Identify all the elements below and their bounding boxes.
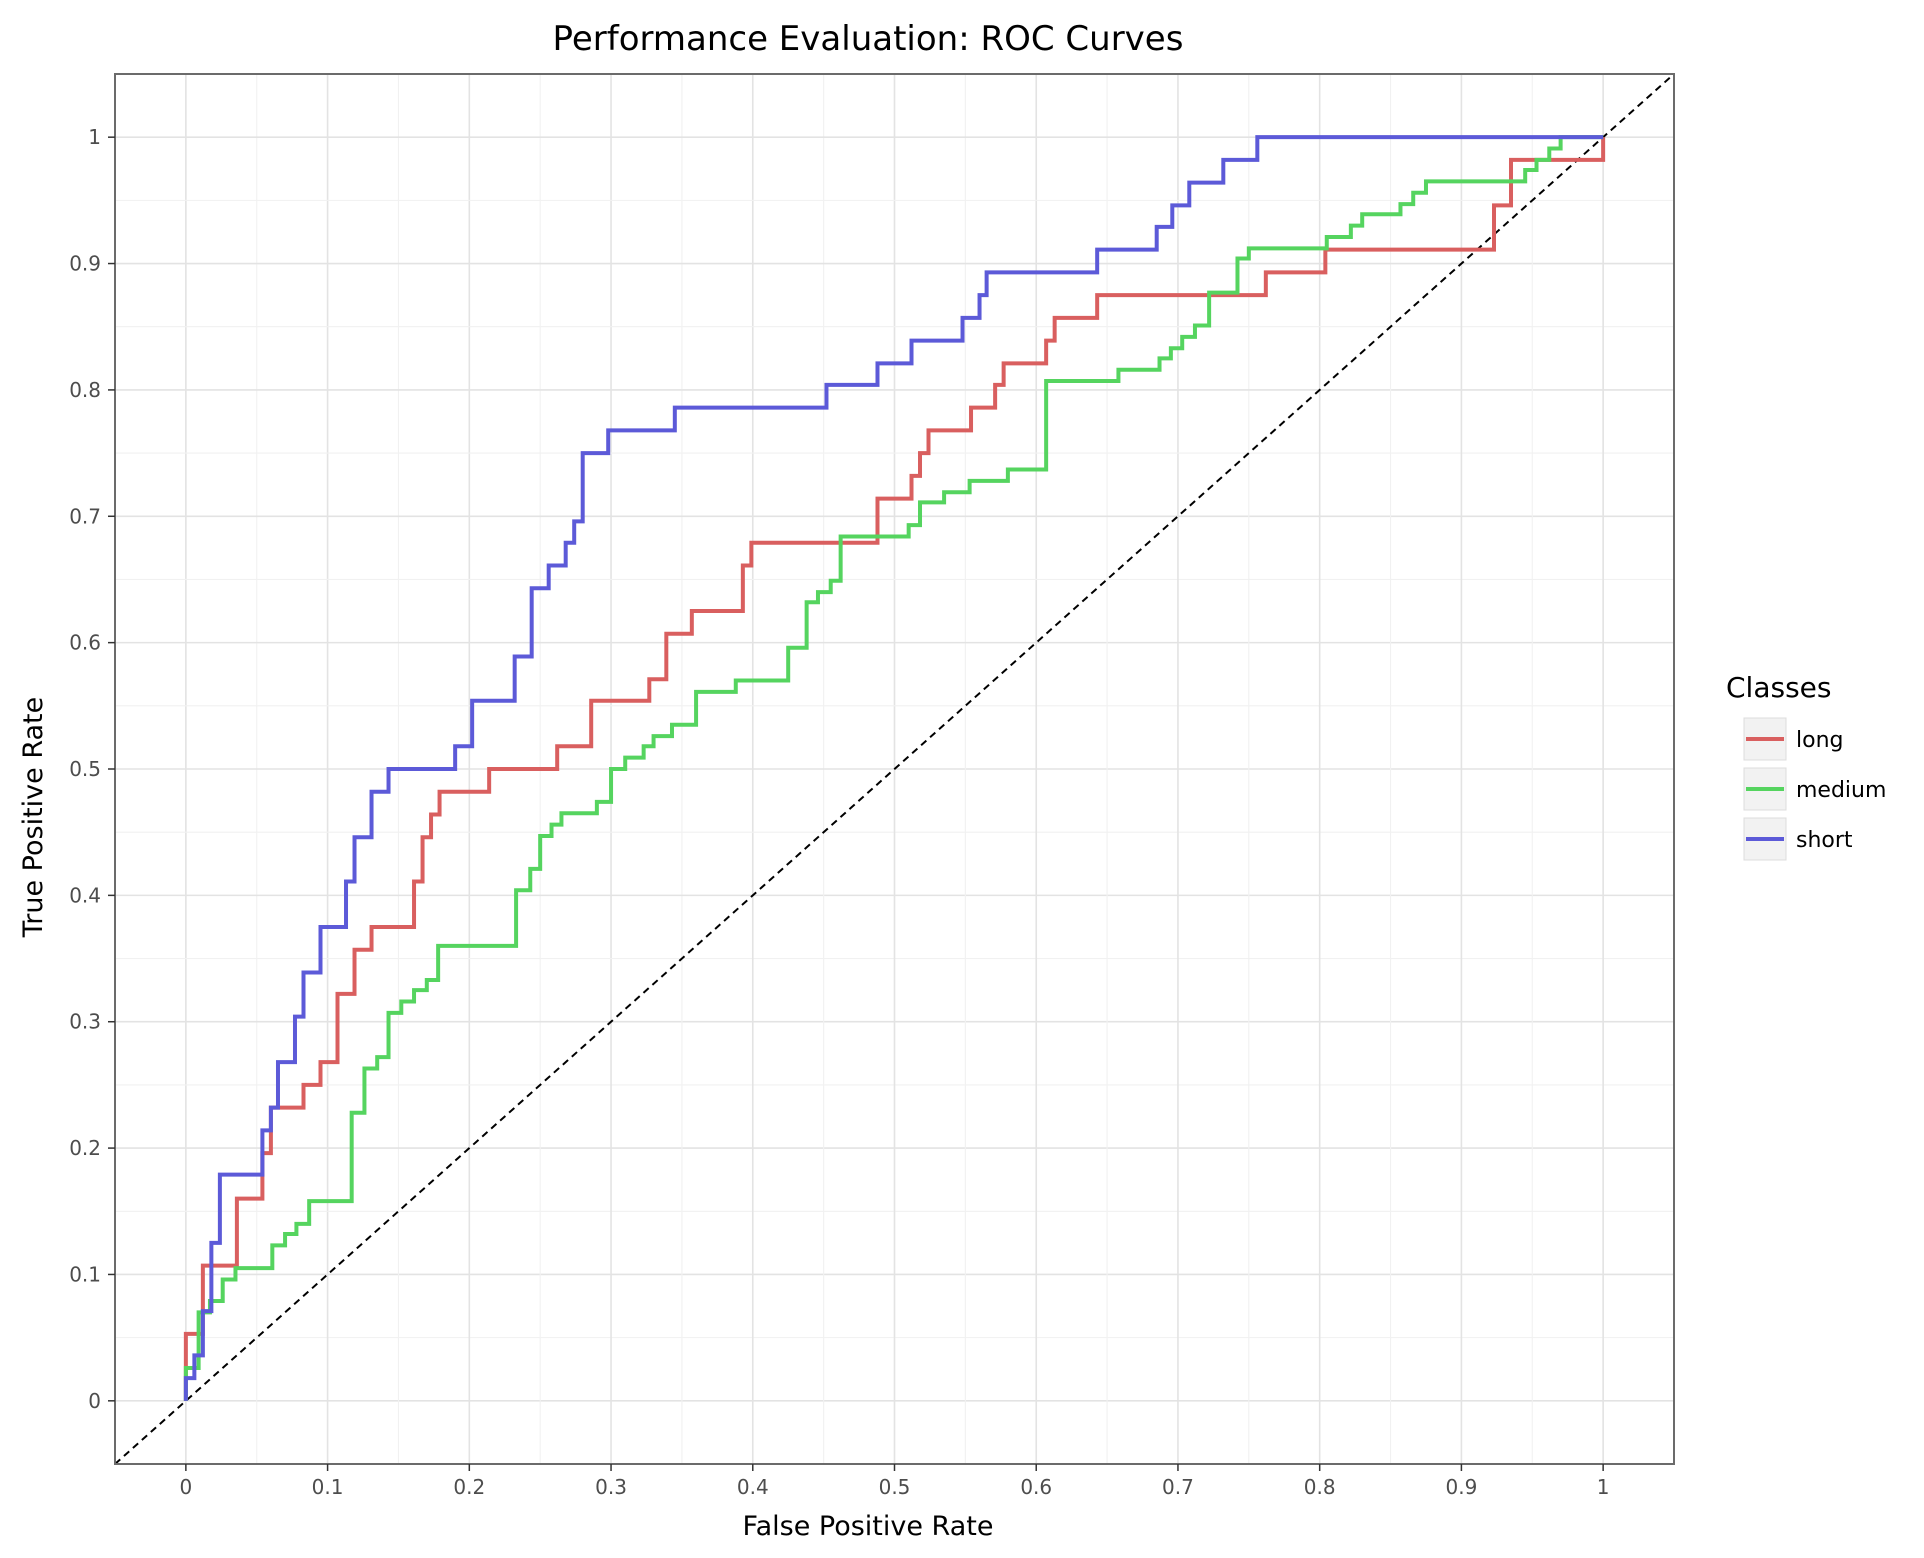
- legend-label-medium: medium: [1796, 778, 1886, 803]
- y-tick-label: 0.8: [69, 378, 101, 402]
- legend-label-short: short: [1796, 828, 1853, 853]
- x-tick-label: 0.8: [1304, 1475, 1336, 1499]
- legend: Classes long medium short: [1726, 671, 1886, 861]
- x-axis-title: False Positive Rate: [743, 1511, 994, 1542]
- x-tick-label: 0.6: [1020, 1475, 1052, 1499]
- roc-line-medium: [183, 135, 1604, 1401]
- x-tick-label: 0.3: [595, 1475, 627, 1499]
- x-tick-label: 0.9: [1446, 1475, 1478, 1499]
- x-tick-label: 0.4: [737, 1475, 769, 1499]
- y-tick-label: 0.9: [69, 252, 101, 276]
- y-axis-title: True Positive Rate: [18, 697, 49, 939]
- x-tick-label: 0.5: [879, 1475, 911, 1499]
- x-tick-label: 1: [1597, 1475, 1610, 1499]
- chart-title: Performance Evaluation: ROC Curves: [553, 19, 1184, 59]
- x-tick-label: 0: [179, 1475, 192, 1499]
- diagonal-reference: [114, 73, 1675, 1465]
- y-tick-label: 0.6: [69, 631, 101, 655]
- y-tick-label: 0: [88, 1389, 101, 1413]
- y-tick-label: 1: [88, 125, 101, 149]
- y-tick-label: 0.4: [69, 883, 101, 907]
- legend-label-long: long: [1796, 728, 1843, 753]
- y-tick-label: 0.1: [69, 1262, 101, 1286]
- diagonal-line: [114, 73, 1675, 1465]
- series-layer: [183, 135, 1606, 1401]
- y-axis: 0 0.1 0.2 0.3 0.4 0.5 0.6 0.7 0.8 0.9 1: [69, 125, 115, 1413]
- roc-line-long: [183, 137, 1606, 1401]
- x-tick-label: 0.1: [312, 1475, 344, 1499]
- x-axis: 0 0.1 0.2 0.3 0.4 0.5 0.6 0.7 0.8 0.9 1: [179, 1464, 1610, 1499]
- y-tick-label: 0.3: [69, 1010, 101, 1034]
- roc-line-short: [183, 135, 1604, 1401]
- y-tick-label: 0.5: [69, 757, 101, 781]
- y-tick-label: 0.2: [69, 1136, 101, 1160]
- x-tick-label: 0.2: [453, 1475, 485, 1499]
- x-tick-label: 0.7: [1162, 1475, 1194, 1499]
- y-tick-label: 0.7: [69, 504, 101, 528]
- legend-title: Classes: [1726, 671, 1831, 704]
